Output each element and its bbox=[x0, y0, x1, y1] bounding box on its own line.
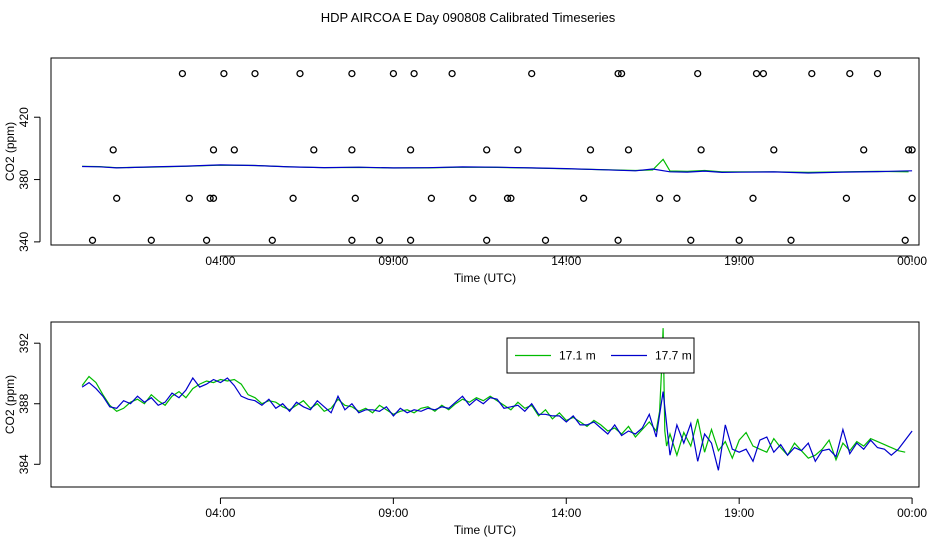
legend-label-2: 17.7 m bbox=[655, 349, 692, 363]
calibration-point bbox=[507, 194, 515, 202]
series-line-1 bbox=[81, 328, 906, 462]
calibration-point bbox=[624, 146, 633, 154]
calibration-point bbox=[448, 69, 456, 78]
calibration-point bbox=[289, 194, 297, 202]
calibration-point bbox=[808, 69, 816, 78]
x-tick-label: 19:00 bbox=[724, 254, 754, 268]
calibration-point bbox=[296, 69, 304, 78]
calibration-point bbox=[230, 146, 238, 154]
calibration-point bbox=[673, 194, 681, 202]
calibration-point bbox=[873, 69, 882, 78]
calibration-point bbox=[469, 194, 477, 202]
calibration-point bbox=[427, 194, 436, 202]
calibration-point bbox=[268, 236, 276, 244]
x-tick-label: 04:00 bbox=[205, 254, 235, 268]
calibration-point bbox=[901, 236, 909, 244]
calibration-point bbox=[752, 69, 761, 78]
y-tick-label: 388 bbox=[17, 393, 31, 413]
calibration-point bbox=[541, 236, 550, 244]
calibration-point bbox=[655, 194, 664, 202]
calibration-point bbox=[579, 194, 588, 202]
calibration-point bbox=[375, 236, 384, 244]
calibration-point bbox=[351, 194, 359, 202]
calibration-point bbox=[251, 69, 259, 78]
plot-frame bbox=[50, 321, 920, 488]
calibration-point bbox=[614, 69, 622, 78]
calibration-point bbox=[406, 236, 415, 244]
calibration-point bbox=[348, 146, 356, 154]
series-line-2 bbox=[81, 376, 913, 471]
y-tick-label: 420 bbox=[17, 107, 31, 127]
calibration-point bbox=[483, 236, 491, 244]
x-tick-label: 00:00 bbox=[897, 254, 927, 268]
calibration-point bbox=[109, 146, 117, 154]
calibration-point bbox=[687, 236, 695, 244]
legend-label-1: 17.1 m bbox=[559, 349, 596, 363]
calibration-point bbox=[614, 236, 622, 244]
calibration-point bbox=[410, 69, 418, 78]
y-tick-label: 384 bbox=[17, 454, 31, 474]
y-tick-label: 340 bbox=[17, 232, 31, 252]
calibration-point bbox=[88, 236, 97, 244]
calibration-point bbox=[503, 194, 512, 202]
calibration-point bbox=[406, 146, 415, 154]
calibration-point bbox=[220, 69, 228, 78]
x-tick-label: 00:00 bbox=[897, 506, 927, 520]
calibration-point bbox=[209, 194, 218, 202]
calibration-point bbox=[904, 146, 913, 154]
calibration-point bbox=[113, 194, 121, 202]
calibration-point bbox=[787, 236, 795, 244]
x-tick-label: 19:00 bbox=[724, 506, 754, 520]
calibration-point bbox=[735, 236, 743, 244]
plot-frame bbox=[50, 57, 920, 246]
calibration-point bbox=[860, 146, 868, 154]
x-tick-label: 14:00 bbox=[551, 506, 581, 520]
calibration-point bbox=[147, 236, 155, 244]
calibration-point bbox=[209, 146, 218, 154]
calibration-point bbox=[770, 146, 778, 154]
calibration-point bbox=[483, 146, 491, 154]
calibration-point bbox=[348, 236, 356, 244]
calibration-point bbox=[908, 146, 916, 154]
x-axis-label: Time (UTC) bbox=[454, 523, 516, 537]
calibration-point bbox=[617, 69, 626, 78]
calibration-point bbox=[310, 146, 318, 154]
calibration-point bbox=[749, 194, 757, 202]
calibration-point bbox=[178, 69, 187, 78]
x-axis-label: Time (UTC) bbox=[454, 271, 516, 285]
calibration-point bbox=[202, 236, 211, 244]
x-tick-label: 09:00 bbox=[378, 254, 408, 268]
calibration-point bbox=[185, 194, 193, 202]
calibration-point bbox=[846, 69, 854, 78]
page-title: HDP AIRCOA E Day 090808 Calibrated Times… bbox=[320, 10, 616, 25]
calibration-point bbox=[697, 146, 705, 154]
calibration-point bbox=[694, 69, 702, 78]
calibration-point bbox=[842, 194, 851, 202]
calibration-point bbox=[514, 146, 522, 154]
calibration-point bbox=[528, 69, 536, 78]
calibration-point bbox=[759, 69, 768, 78]
calibration-point bbox=[348, 69, 356, 78]
y-tick-label: 380 bbox=[17, 169, 31, 189]
calibration-point bbox=[908, 194, 916, 202]
y-axis-label: CO2 (ppm) bbox=[3, 122, 17, 181]
calibration-point bbox=[586, 146, 595, 154]
y-tick-label: 392 bbox=[17, 333, 31, 353]
series-line-2 bbox=[82, 164, 913, 174]
y-axis-label: CO2 (ppm) bbox=[3, 375, 17, 434]
x-tick-label: 09:00 bbox=[378, 506, 408, 520]
calibration-point bbox=[206, 194, 214, 202]
x-tick-label: 14:00 bbox=[551, 254, 581, 268]
calibration-point bbox=[389, 69, 398, 78]
x-tick-label: 04:00 bbox=[205, 506, 235, 520]
